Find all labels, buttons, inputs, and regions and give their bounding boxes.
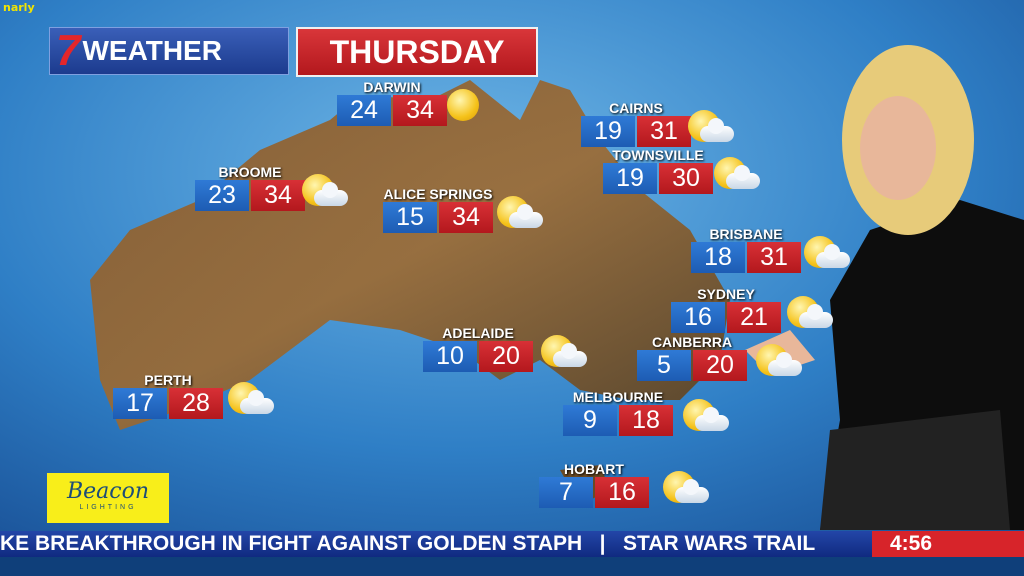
partly-cloudy-icon <box>493 194 545 234</box>
partly-cloudy-icon <box>800 234 852 274</box>
max-temp: 18 <box>619 405 673 436</box>
min-temp: 18 <box>691 242 745 273</box>
sponsor-sub: LIGHTING <box>79 504 137 511</box>
min-temp: 10 <box>423 341 477 372</box>
min-temp: 24 <box>337 95 391 126</box>
city-name: BRISBANE <box>709 226 783 242</box>
channel-watermark: narly <box>3 1 35 14</box>
city-canberra: CANBERRA 5 20 <box>637 334 747 381</box>
min-temp: 19 <box>581 116 635 147</box>
city-name: TOWNSVILLE <box>612 147 704 163</box>
min-temp: 9 <box>563 405 617 436</box>
city-name: ALICE SPRINGS <box>383 186 493 202</box>
max-temp: 20 <box>479 341 533 372</box>
weather-title: WEATHER <box>82 35 222 66</box>
city-alice-springs: ALICE SPRINGS 15 34 <box>383 186 493 233</box>
city-name: MELBOURNE <box>572 389 664 405</box>
city-name: CANBERRA <box>651 334 733 350</box>
partly-cloudy-icon <box>224 380 276 420</box>
partly-cloudy-icon <box>752 342 804 382</box>
city-adelaide: ADELAIDE 10 20 <box>423 325 533 372</box>
partly-cloudy-icon <box>783 294 835 334</box>
min-temp: 5 <box>637 350 691 381</box>
max-temp: 34 <box>439 202 493 233</box>
city-hobart: HOBART 7 16 <box>539 461 649 508</box>
city-name: SYDNEY <box>697 286 755 302</box>
city-name: DARWIN <box>363 79 421 95</box>
min-temp: 19 <box>603 163 657 194</box>
city-cairns: CAIRNS 19 31 <box>581 100 691 147</box>
city-broome: BROOME 23 34 <box>195 164 305 211</box>
city-brisbane: BRISBANE 18 31 <box>691 226 801 273</box>
max-temp: 16 <box>595 477 649 508</box>
lower-band <box>0 557 1024 576</box>
city-melbourne: MELBOURNE 9 18 <box>563 389 673 436</box>
city-perth: PERTH 17 28 <box>113 372 223 419</box>
city-darwin: DARWIN 24 34 <box>337 79 447 126</box>
max-temp: 28 <box>169 388 223 419</box>
max-temp: 20 <box>693 350 747 381</box>
news-ticker: KE BREAKTHROUGH IN FIGHT AGAINST GOLDEN … <box>0 531 1024 557</box>
city-name: HOBART <box>564 461 624 477</box>
seven-weather-logo: 7 WEATHER <box>49 27 289 75</box>
ticker-text: KE BREAKTHROUGH IN FIGHT AGAINST GOLDEN … <box>0 532 816 555</box>
seven-logo: 7 <box>56 26 81 75</box>
min-temp: 7 <box>539 477 593 508</box>
sponsor-name: Beacon <box>66 479 150 504</box>
city-sydney: SYDNEY 16 21 <box>671 286 781 333</box>
max-temp: 21 <box>727 302 781 333</box>
city-townsville: TOWNSVILLE 19 30 <box>603 147 713 194</box>
partly-cloudy-icon <box>298 172 350 212</box>
max-temp: 31 <box>747 242 801 273</box>
city-name: CAIRNS <box>609 100 663 116</box>
min-temp: 23 <box>195 180 249 211</box>
city-name: ADELAIDE <box>442 325 514 341</box>
max-temp: 34 <box>251 180 305 211</box>
min-temp: 15 <box>383 202 437 233</box>
city-name: PERTH <box>144 372 192 388</box>
partly-cloudy-icon <box>537 333 589 373</box>
max-temp: 30 <box>659 163 713 194</box>
forecast-day: THURSDAY <box>296 27 538 77</box>
partly-cloudy-icon <box>679 397 731 437</box>
sponsor-logo: Beacon LIGHTING <box>47 473 169 523</box>
min-temp: 16 <box>671 302 725 333</box>
clock: 4:56 <box>872 531 1024 557</box>
max-temp: 31 <box>637 116 691 147</box>
partly-cloudy-icon <box>659 469 711 509</box>
max-temp: 34 <box>393 95 447 126</box>
city-name: BROOME <box>218 164 282 180</box>
min-temp: 17 <box>113 388 167 419</box>
sunny-icon <box>443 87 495 127</box>
partly-cloudy-icon <box>684 108 736 148</box>
partly-cloudy-icon <box>710 155 762 195</box>
